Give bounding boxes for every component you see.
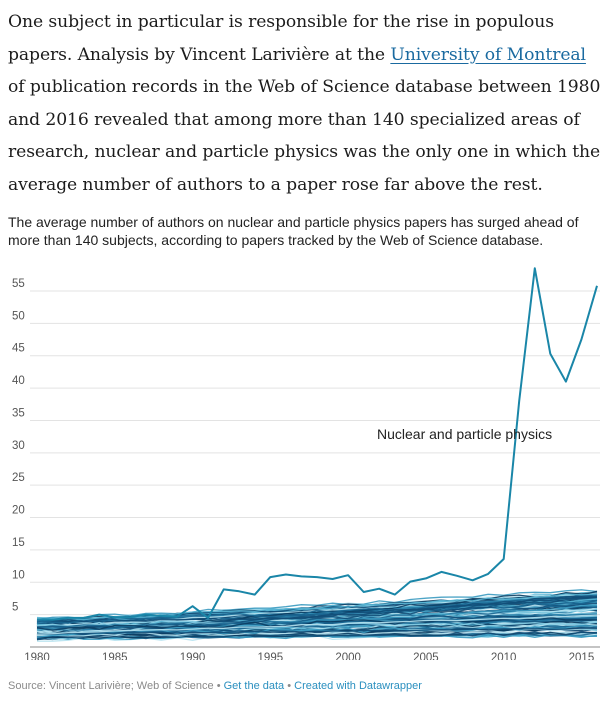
y-tick-label: 30 — [12, 440, 25, 452]
datawrapper-link[interactable]: Created with Datawrapper — [294, 680, 422, 692]
y-tick-label: 50 — [12, 310, 25, 322]
y-tick-label: 25 — [12, 472, 25, 484]
background-series-line — [36, 593, 598, 640]
background-series-line — [36, 627, 598, 635]
y-tick-label: 40 — [12, 375, 25, 387]
background-series-line — [37, 614, 598, 623]
y-tick-label: 5 — [12, 602, 18, 614]
footer-separator: • — [284, 680, 295, 692]
y-tick-label: 55 — [12, 278, 25, 290]
x-tick-label: 2005 — [413, 652, 439, 660]
line-chart: 5 10 15 20 25 30 35 40 45 50 55 1980 1985 1990 1995 200… — [12, 267, 600, 660]
article-paragraph: One subject in particular is responsible… — [8, 6, 604, 201]
background-series-line — [36, 600, 598, 624]
y-tick-label: 45 — [12, 343, 25, 355]
chart-footer: Source: Vincent Larivière; Web of Scienc… — [8, 680, 422, 692]
y-tick-label: 15 — [12, 537, 25, 549]
background-series-line — [36, 614, 598, 635]
x-tick-label: 2000 — [335, 652, 361, 660]
x-tick-label: 1985 — [102, 652, 128, 660]
y-tick-label: 10 — [12, 569, 25, 581]
axis-labels: 5 10 15 20 25 30 35 40 45 50 55 1980 1985 1990 1995 200… — [12, 278, 594, 660]
get-data-link[interactable]: Get the data — [223, 680, 285, 692]
nuclear-particle-physics-line — [36, 267, 598, 621]
article-text-after: of publication records in the Web of Sci… — [8, 77, 601, 195]
university-link[interactable]: University of Montreal — [390, 44, 586, 65]
x-tick-label: 1995 — [258, 652, 284, 660]
x-tick-label: 2015 — [569, 652, 595, 660]
x-tick-label: 2010 — [491, 652, 517, 660]
series-annotation: Nuclear and particle physics — [377, 426, 552, 442]
source-text: Source: Vincent Larivière; Web of Scienc… — [8, 680, 214, 692]
background-series-line — [36, 617, 598, 631]
footer-separator: • — [213, 680, 224, 692]
x-tick-label: 1990 — [180, 652, 206, 660]
y-tick-label: 20 — [12, 505, 25, 517]
background-series-group — [36, 589, 598, 642]
highlight-series-group — [36, 267, 598, 621]
chart-description: The average number of authors on nuclear… — [8, 214, 579, 248]
x-tick-label: 1980 — [24, 652, 50, 660]
y-tick-label: 35 — [12, 407, 25, 419]
article-text-before: One subject in particular is responsible… — [8, 12, 554, 65]
grid-lines — [30, 290, 600, 648]
